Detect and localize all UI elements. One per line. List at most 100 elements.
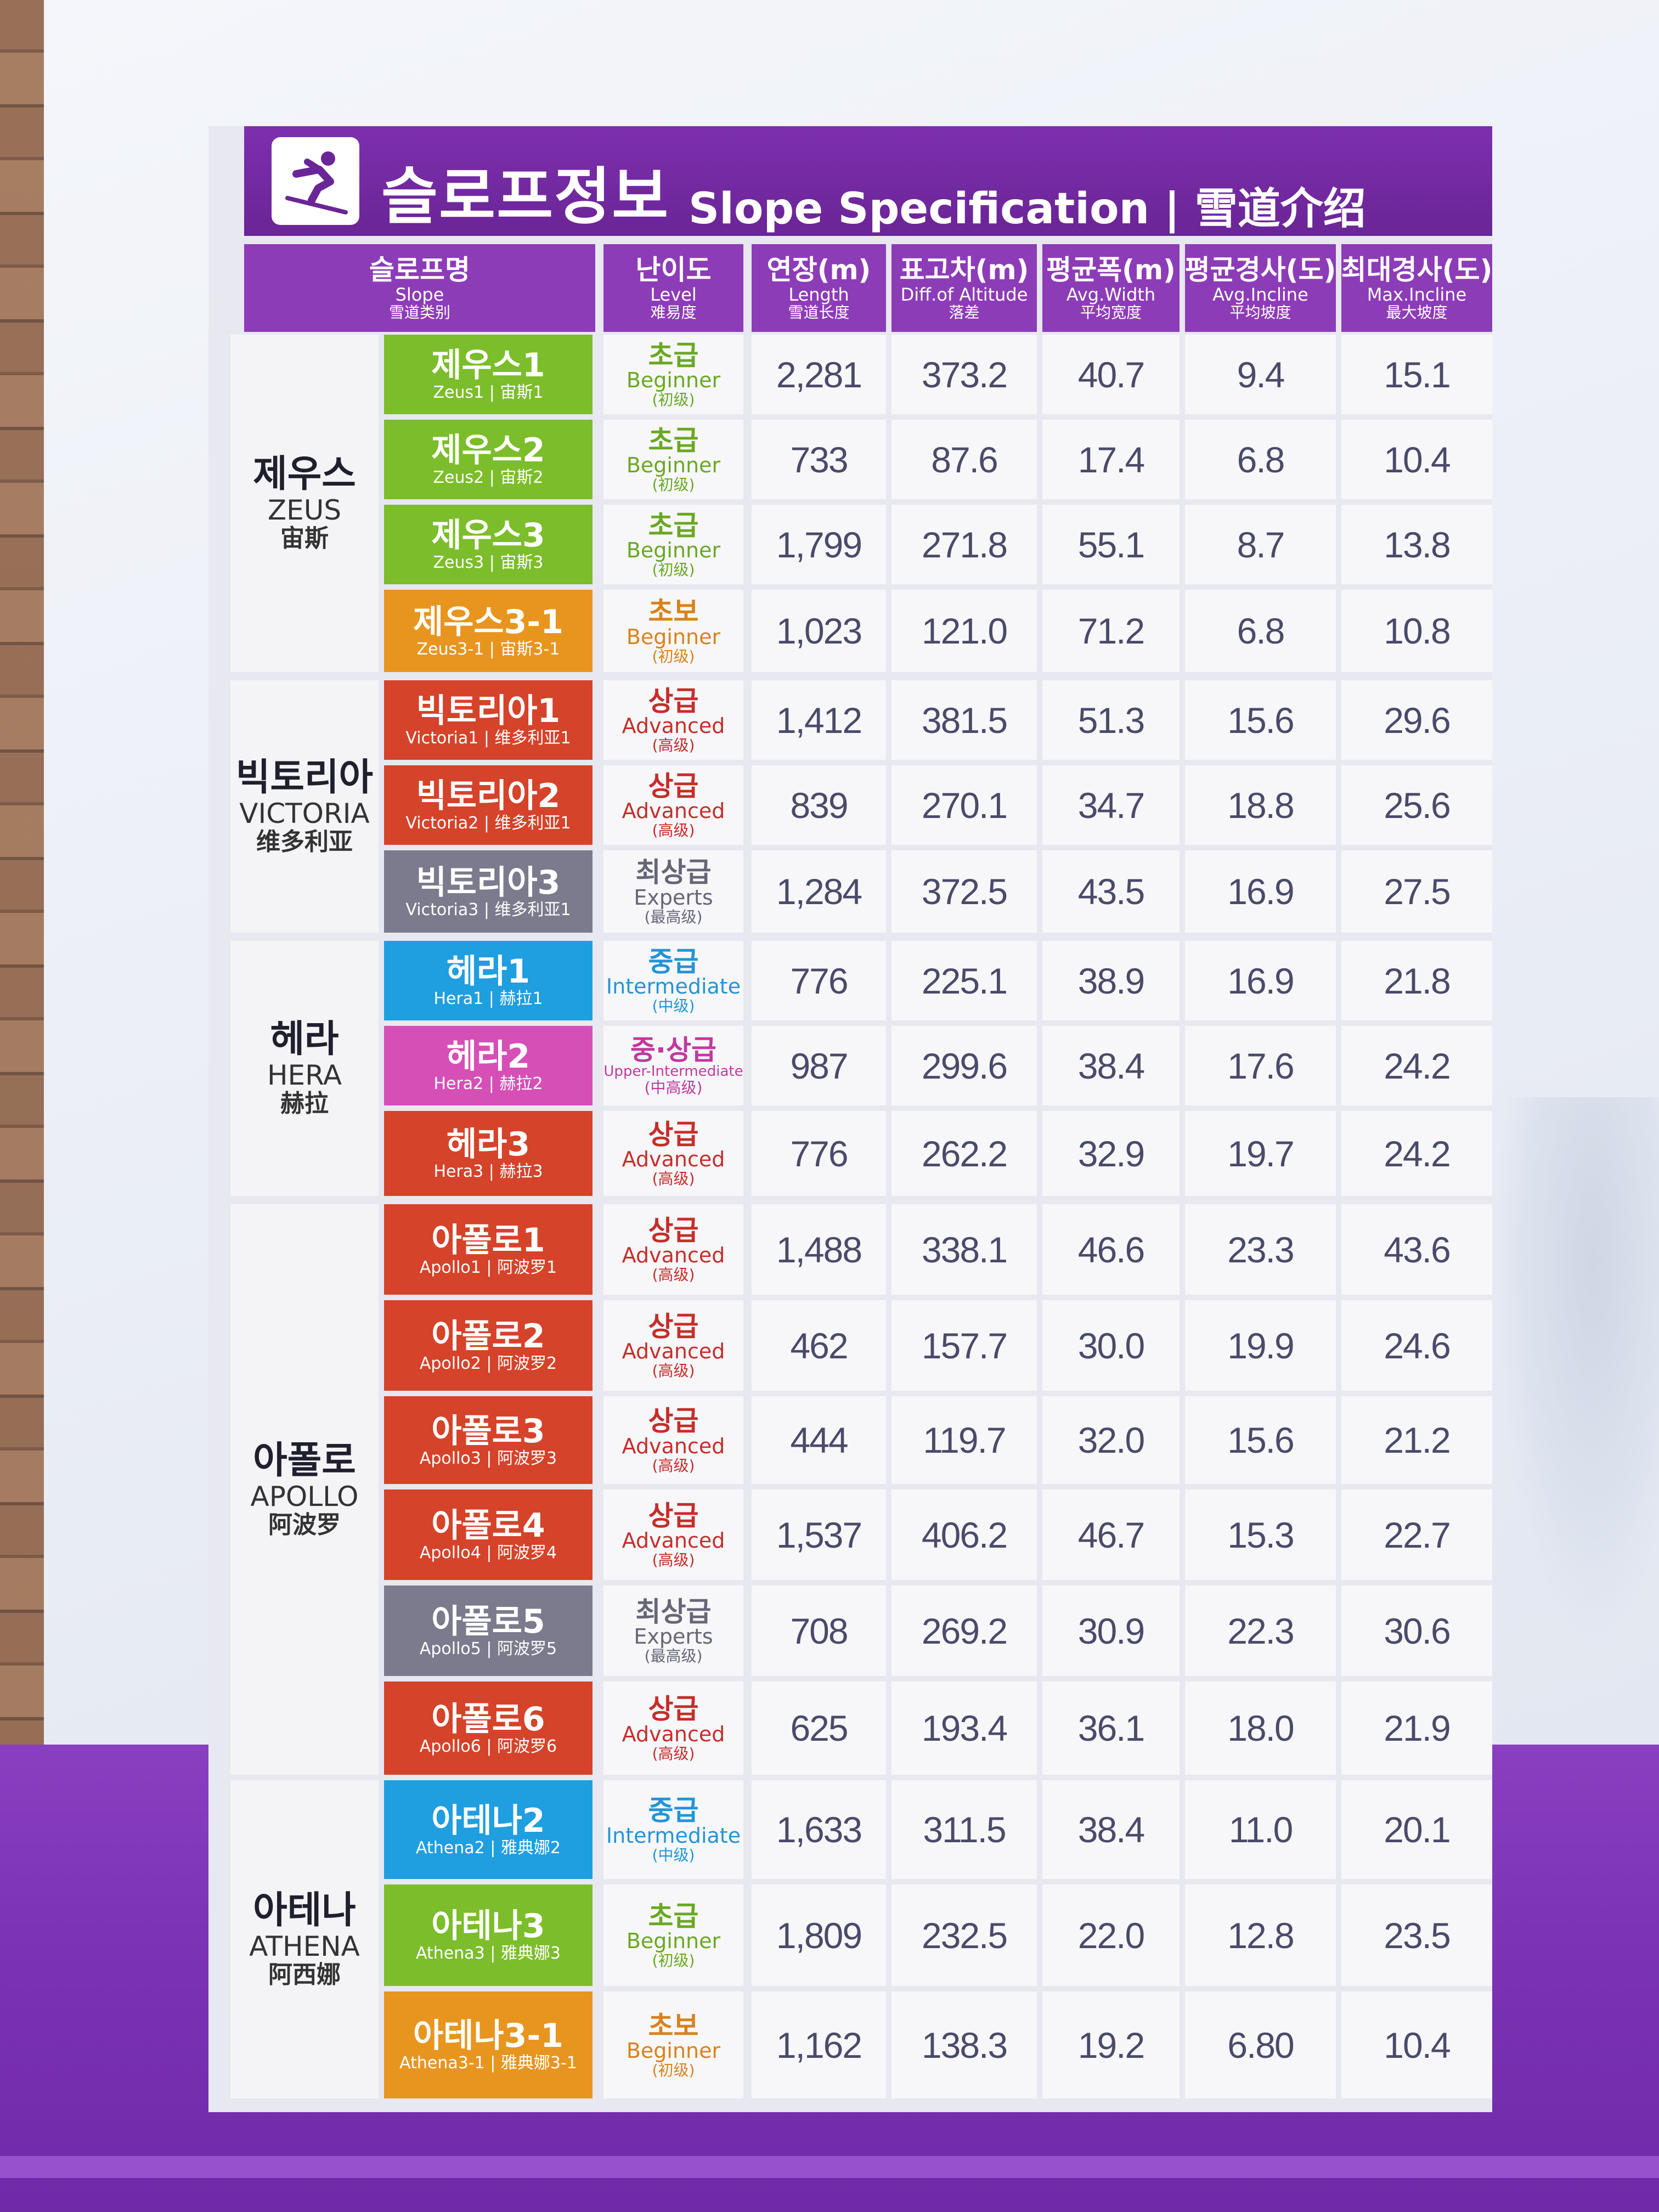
column-header-zh: 最大坡度 <box>1386 303 1448 321</box>
value-alt: 269.2 <box>891 1585 1037 1676</box>
level-zh: (中级) <box>652 1846 695 1864</box>
value-max: 20.1 <box>1341 1780 1492 1879</box>
value-width: 32.9 <box>1042 1111 1180 1196</box>
slope-name-sub: Victoria1 | 维多利亚1 <box>405 729 571 748</box>
group-name-en: HERA <box>267 1059 342 1092</box>
value-length: 776 <box>752 1111 886 1196</box>
slope-group: 아폴로 APOLLO 阿波罗 <box>230 1204 379 1775</box>
level-zh: (高级) <box>652 821 695 839</box>
value-avg: 23.3 <box>1185 1204 1336 1295</box>
value-avg: 17.6 <box>1185 1026 1336 1105</box>
group-name-zh: 维多利亚 <box>256 827 353 856</box>
slope-group: 헤라 HERA 赫拉 <box>230 941 379 1196</box>
level-ko: 초급 <box>648 1900 699 1932</box>
difficulty-level: 초보 Beginner (初级) <box>603 590 743 672</box>
slope-name-sub: Zeus3-1 | 宙斯3-1 <box>416 639 560 659</box>
slope-name-badge: 아폴로2 Apollo2 | 阿波罗2 <box>384 1300 592 1391</box>
slope-name-ko: 제우스3-1 <box>413 602 563 641</box>
value-max: 24.6 <box>1341 1300 1492 1391</box>
group-name-ko: 제우스 <box>253 453 356 496</box>
slope-name-badge: 헤라2 Hera2 | 赫拉2 <box>384 1026 592 1105</box>
value-alt: 381.5 <box>891 680 1037 760</box>
value-avg: 11.0 <box>1185 1780 1336 1879</box>
value-avg: 18.8 <box>1185 765 1336 845</box>
column-header: 난이도 Level 难易度 <box>603 244 743 332</box>
level-zh: (高级) <box>652 1744 695 1763</box>
difficulty-level: 초급 Beginner (初级) <box>603 335 743 414</box>
slope-name-sub: Apollo3 | 阿波罗3 <box>419 1448 557 1468</box>
column-header-zh: 难易度 <box>650 303 697 321</box>
level-zh: (高级) <box>652 1551 695 1569</box>
level-zh: (初级) <box>652 1951 695 1970</box>
column-header-ko: 연장(m) <box>766 253 871 286</box>
level-en: Experts <box>634 1624 713 1649</box>
value-max: 23.5 <box>1341 1884 1492 1986</box>
value-width: 38.4 <box>1042 1780 1180 1879</box>
value-alt: 406.2 <box>891 1489 1037 1580</box>
value-width: 46.7 <box>1042 1489 1180 1580</box>
group-name-zh: 阿西娜 <box>268 1960 341 1989</box>
value-max: 10.8 <box>1341 590 1492 672</box>
column-header: 평균폭(m) Avg.Width 平均宽度 <box>1042 244 1180 332</box>
slope-name-sub: Zeus3 | 宙斯3 <box>433 553 544 572</box>
level-ko: 최상급 <box>635 856 712 889</box>
value-width: 51.3 <box>1042 680 1180 760</box>
value-length: 2,281 <box>752 335 886 414</box>
value-length: 1,162 <box>752 1991 886 2098</box>
value-width: 30.0 <box>1042 1300 1180 1391</box>
difficulty-level: 초보 Beginner (初级) <box>603 1991 743 2098</box>
slope-name-sub: Apollo6 | 阿波罗6 <box>419 1736 557 1756</box>
difficulty-level: 중급 Intermediate (中级) <box>603 1780 743 1879</box>
level-en: Advanced <box>622 1339 725 1364</box>
column-header-en: Max.Incline <box>1367 284 1467 305</box>
slope-name-sub: Apollo5 | 阿波罗5 <box>419 1639 557 1658</box>
difficulty-level: 초급 Beginner (初级) <box>603 420 743 499</box>
value-avg: 19.7 <box>1185 1111 1336 1196</box>
column-header-en: Avg.Width <box>1066 284 1156 305</box>
level-zh: (初级) <box>652 2061 695 2079</box>
level-en: Intermediate <box>606 974 741 999</box>
value-length: 1,023 <box>752 590 886 672</box>
slope-name-ko: 빅토리아1 <box>416 692 561 730</box>
level-zh: (高级) <box>652 736 695 754</box>
slope-name-badge: 제우스3 Zeus3 | 宙斯3 <box>384 505 592 584</box>
value-width: 17.4 <box>1042 420 1180 499</box>
value-width: 19.2 <box>1042 1991 1180 2098</box>
slope-name-badge: 빅토리아2 Victoria2 | 维多利亚1 <box>384 765 592 845</box>
value-length: 839 <box>752 765 886 845</box>
level-zh: (最高级) <box>644 907 703 926</box>
value-alt: 299.6 <box>891 1026 1037 1105</box>
slope-name-badge: 빅토리아3 Victoria3 | 维多利亚1 <box>384 850 592 933</box>
slope-name-sub: Zeus1 | 宙斯1 <box>433 383 544 402</box>
slope-name-badge: 제우스2 Zeus2 | 宙斯2 <box>384 420 592 499</box>
slope-name-ko: 아폴로6 <box>431 1700 545 1739</box>
column-header-ko: 슬로프명 <box>369 253 470 286</box>
value-length: 1,633 <box>752 1780 886 1879</box>
value-max: 21.2 <box>1341 1396 1492 1484</box>
title-bar: 슬로프정보 Slope Specification | 雪道介绍 <box>244 126 1492 236</box>
value-avg: 8.7 <box>1185 505 1336 584</box>
level-en: Beginner <box>626 624 721 649</box>
slope-name-sub: Zeus2 | 宙斯2 <box>433 468 544 487</box>
column-header-en: Diff.of Altitude <box>900 284 1028 305</box>
slope-name-ko: 아테나3-1 <box>413 2017 563 2055</box>
level-zh: (初级) <box>652 561 695 579</box>
level-ko: 초급 <box>648 424 699 456</box>
value-length: 444 <box>752 1396 886 1484</box>
difficulty-level: 초급 Beginner (初级) <box>603 1884 743 1986</box>
value-alt: 270.1 <box>891 765 1037 845</box>
value-length: 776 <box>752 941 886 1020</box>
value-alt: 271.8 <box>891 505 1037 584</box>
slope-name-badge: 아폴로5 Apollo5 | 阿波罗5 <box>384 1585 592 1676</box>
title-korean: 슬로프정보 <box>381 161 670 233</box>
slope-name-badge: 헤라1 Hera1 | 赫拉1 <box>384 941 592 1020</box>
group-name-zh: 赫拉 <box>280 1090 329 1118</box>
slope-name-badge: 헤라3 Hera3 | 赫拉3 <box>384 1111 592 1196</box>
value-alt: 119.7 <box>891 1396 1037 1484</box>
level-zh: (中高级) <box>644 1078 703 1097</box>
value-max: 22.7 <box>1341 1489 1492 1580</box>
column-header-zh: 落差 <box>949 303 980 321</box>
level-zh: (高级) <box>652 1170 695 1188</box>
level-en: Advanced <box>622 714 725 738</box>
column-header-ko: 표고차(m) <box>899 253 1029 286</box>
